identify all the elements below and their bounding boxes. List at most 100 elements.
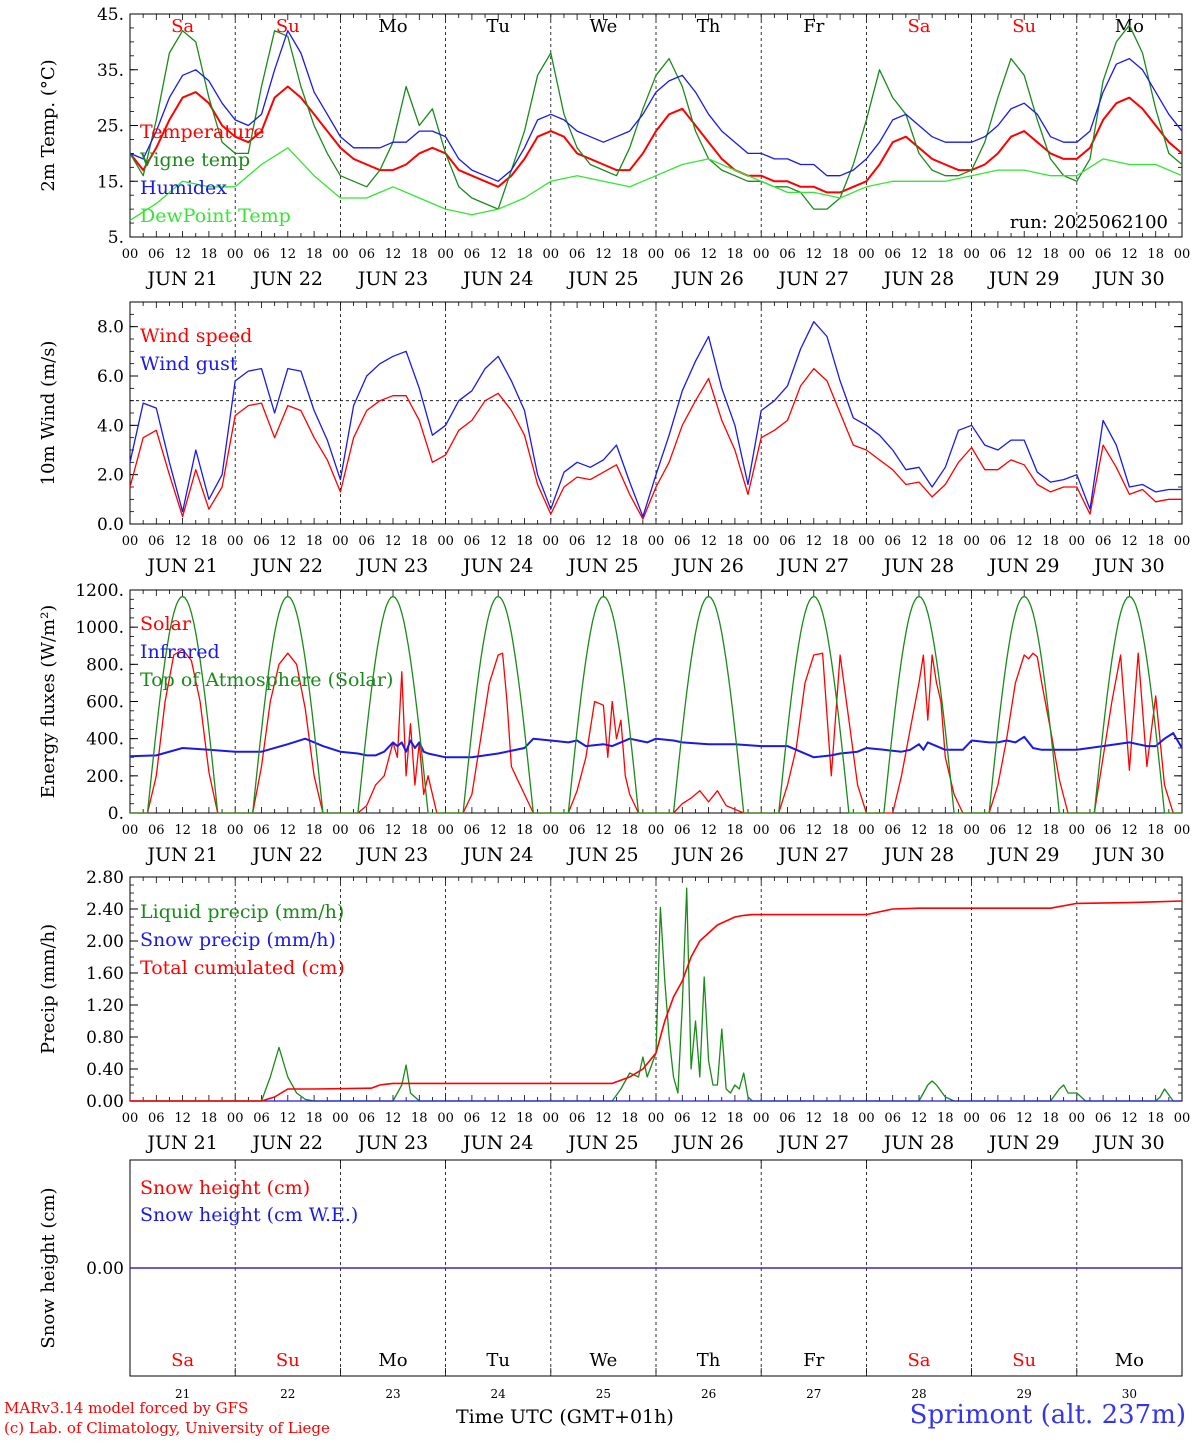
hour-label: 00	[332, 823, 349, 838]
hour-label: 06	[884, 823, 901, 838]
hour-label: 18	[621, 1111, 638, 1126]
y-tick-label: 1200.	[75, 581, 124, 601]
hour-label: 00	[1174, 247, 1191, 262]
date-label: JUN 24	[461, 555, 533, 577]
hour-label: 18	[937, 534, 954, 549]
hour-label: 12	[595, 1111, 612, 1126]
hour-label: 00	[963, 247, 980, 262]
panel-5: 0.00 Snow height (cm) Snow height (cm) Snow…	[38, 1159, 1183, 1401]
hour-label: 00	[1174, 534, 1191, 549]
hour-label: 12	[385, 823, 402, 838]
date-label: JUN 25	[566, 844, 638, 866]
hour-label: 18	[201, 1111, 218, 1126]
date-label: JUN 29	[987, 1132, 1059, 1154]
hour-label: 12	[174, 247, 191, 262]
series-line-dewpoint-temp	[129, 147, 1183, 221]
hour-label: 00	[332, 534, 349, 549]
hour-label: 00	[437, 534, 454, 549]
hour-label: 06	[884, 1111, 901, 1126]
day-name-top: Su	[1012, 16, 1036, 37]
hour-label: 12	[700, 1111, 717, 1126]
day-number: 27	[806, 1387, 821, 1401]
legend-entry: Top of Atmosphere (Solar)	[140, 669, 393, 691]
hour-label: 12	[595, 247, 612, 262]
series-line-temperature	[129, 85, 1183, 194]
hour-label: 12	[490, 1111, 507, 1126]
hour-label: 12	[595, 823, 612, 838]
hour-label: 00	[648, 1111, 665, 1126]
hour-label: 06	[464, 1111, 481, 1126]
date-label: JUN 27	[777, 555, 849, 577]
hour-label: 18	[516, 247, 533, 262]
y-tick-label: 0.	[108, 804, 124, 824]
hour-label: 12	[490, 247, 507, 262]
hour-label: 18	[411, 247, 428, 262]
hour-label: 00	[648, 823, 665, 838]
y-tick-label: 45.	[97, 5, 124, 25]
date-label: JUN 29	[987, 268, 1059, 290]
hour-label: 06	[148, 1111, 165, 1126]
date-label: JUN 25	[566, 1132, 638, 1154]
day-number: 26	[701, 1387, 716, 1401]
hour-label: 06	[990, 823, 1007, 838]
day-number: 24	[491, 1387, 507, 1401]
hour-label: 06	[674, 823, 691, 838]
hour-label: 12	[1016, 1111, 1033, 1126]
hour-label: 12	[385, 534, 402, 549]
legend-entry: Liquid precip (mm/h)	[140, 901, 344, 923]
hour-label: 12	[1016, 534, 1033, 549]
day-name-bottom: We	[590, 1350, 618, 1371]
day-name-bottom: Sa	[907, 1350, 930, 1371]
hour-label: 00	[1069, 1111, 1086, 1126]
hour-label: 06	[674, 1111, 691, 1126]
hour-label: 00	[543, 1111, 560, 1126]
hour-label: 06	[253, 247, 270, 262]
day-number: 29	[1017, 1387, 1032, 1401]
hour-label: 00	[753, 534, 770, 549]
date-label: JUN 29	[987, 555, 1059, 577]
legend-entry: Snow height (cm)	[140, 1177, 310, 1199]
hour-label: 12	[806, 247, 823, 262]
hour-label: 06	[148, 247, 165, 262]
date-label: JUN 22	[251, 1132, 323, 1154]
hour-label: 18	[1147, 1111, 1164, 1126]
date-label: JUN 30	[1092, 844, 1164, 866]
y-tick-label: 600.	[86, 693, 124, 713]
day-name-bottom: Su	[276, 1350, 300, 1371]
day-name-top: We	[590, 16, 618, 37]
hour-label: 18	[1147, 823, 1164, 838]
hour-label: 00	[963, 1111, 980, 1126]
hour-label: 00	[858, 823, 875, 838]
hour-label: 06	[990, 534, 1007, 549]
day-name-top: Tu	[486, 16, 510, 37]
legend-entry: Temperature	[140, 121, 264, 143]
hour-label: 06	[674, 534, 691, 549]
hour-label: 00	[437, 823, 454, 838]
hour-label: 00	[227, 823, 244, 838]
date-label: JUN 23	[356, 268, 428, 290]
hour-label: 00	[753, 823, 770, 838]
hour-label: 00	[122, 247, 139, 262]
date-label: JUN 30	[1092, 268, 1164, 290]
y-tick-label: 2.0	[97, 466, 124, 486]
hour-label: 18	[201, 534, 218, 549]
hour-label: 00	[543, 534, 560, 549]
series-line-humidex	[129, 30, 1183, 182]
hour-label: 18	[516, 534, 533, 549]
date-label: JUN 27	[777, 268, 849, 290]
hour-label: 00	[858, 247, 875, 262]
day-name-top: Mo	[378, 16, 407, 37]
hour-label: 06	[464, 823, 481, 838]
hour-label: 12	[1121, 1111, 1138, 1126]
day-name-top: Fr	[803, 16, 824, 37]
time-axis-title: Time UTC (GMT+01h)	[456, 1406, 674, 1428]
hour-label: 06	[779, 823, 796, 838]
day-number: 25	[596, 1387, 611, 1401]
hour-label: 06	[1095, 823, 1112, 838]
y-tick-label: 200.	[86, 767, 124, 787]
panel-4: 0.00 0.40 0.80 1.20 1.60 2.00 2.40 2.80 Precip (…	[38, 868, 1190, 1154]
hour-label: 18	[1042, 534, 1059, 549]
hour-label: 12	[174, 823, 191, 838]
legend-entry: DewPoint Temp	[140, 205, 291, 227]
station-name: Sprimont (alt. 237m)	[909, 1400, 1186, 1430]
